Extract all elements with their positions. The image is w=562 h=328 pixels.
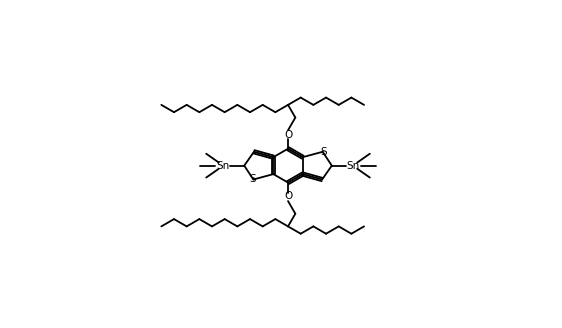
Text: Sn: Sn — [216, 161, 229, 171]
Text: Sn: Sn — [347, 161, 360, 171]
Text: S: S — [320, 147, 327, 157]
Text: S: S — [250, 174, 256, 184]
Text: O: O — [284, 192, 292, 201]
Text: O: O — [284, 130, 292, 140]
